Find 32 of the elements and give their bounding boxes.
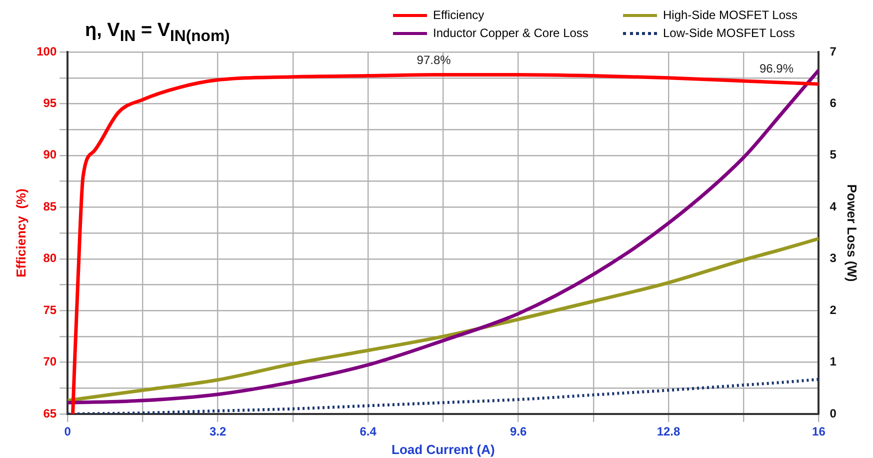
annotation: 96.9% xyxy=(759,61,794,76)
y2-tick-label: 5 xyxy=(830,148,837,162)
y2-tick-label: 4 xyxy=(830,199,837,214)
y2-tick-label: 1 xyxy=(830,354,837,369)
y-tick-label: 80 xyxy=(43,251,57,266)
legend-label: Inductor Copper & Core Loss xyxy=(433,26,588,40)
x-tick-label: 16 xyxy=(812,424,826,439)
x-tick-label: 6.4 xyxy=(360,424,377,439)
y-tick-label: 100 xyxy=(36,44,57,58)
y2-tick-label: 2 xyxy=(830,302,837,317)
y-axis-title: Efficiency (%) xyxy=(13,188,28,278)
legend-label: Efficiency xyxy=(433,8,484,22)
y-tick-label: 75 xyxy=(43,302,57,317)
x-tick-label: 9.6 xyxy=(510,424,527,439)
y-tick-label: 70 xyxy=(43,354,57,369)
x-tick-label: 0 xyxy=(64,424,72,439)
x-tick-label: 12.8 xyxy=(656,424,681,439)
y2-tick-label: 6 xyxy=(830,96,837,110)
y2-tick-label: 7 xyxy=(830,44,837,58)
x-axis-title: Load Current (A) xyxy=(392,442,495,457)
y-tick-label: 65 xyxy=(43,406,57,420)
y-tick-label: 85 xyxy=(43,199,57,214)
y2-tick-label: 0 xyxy=(830,406,837,420)
legend-label: High-Side MOSFET Loss xyxy=(663,8,798,22)
y2-axis-title: Power Loss (W) xyxy=(844,184,860,282)
x-tick-label: 3.2 xyxy=(210,424,227,439)
legend-label: Low-Side MOSFET Loss xyxy=(663,26,795,40)
y-tick-label: 95 xyxy=(43,96,57,110)
y-tick-label: 90 xyxy=(43,148,57,162)
chart-title: η, V$_{IN}$ = V$_{IN(nom)}$ xyxy=(85,20,230,46)
y2-tick-label: 3 xyxy=(830,251,837,266)
annotation: 97.8% xyxy=(416,53,452,68)
